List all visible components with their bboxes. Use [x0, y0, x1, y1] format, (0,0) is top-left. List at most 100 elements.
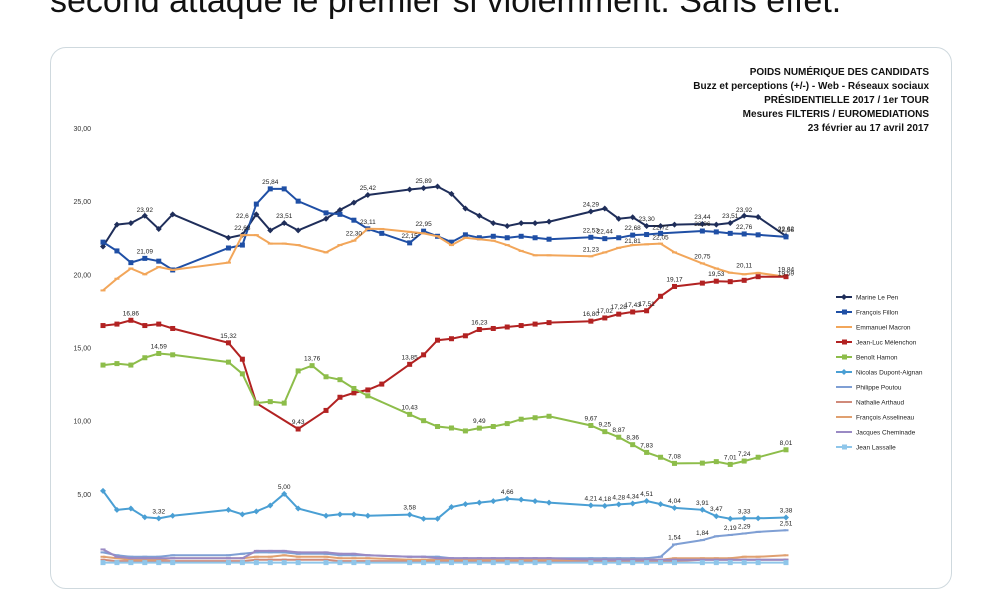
data-label: 8,01 [780, 440, 793, 447]
data-point [643, 223, 650, 230]
data-label: 19,59 [778, 270, 795, 277]
data-point [239, 371, 245, 377]
data-point [365, 393, 371, 399]
data-point [364, 512, 371, 519]
data-point [699, 280, 705, 286]
data-point [351, 390, 357, 396]
data-label: 9,67 [585, 415, 598, 422]
data-point [699, 228, 705, 234]
data-point [658, 454, 664, 460]
data-point [100, 558, 106, 561]
data-label: 4,21 [585, 495, 598, 502]
legend-marker [842, 444, 847, 450]
data-point [532, 220, 539, 227]
data-point [713, 535, 719, 538]
legend-marker [842, 339, 847, 345]
data-point [755, 515, 762, 522]
data-point [295, 198, 301, 204]
data-point [351, 557, 357, 560]
data-label: 13,85 [402, 354, 419, 361]
data-point [407, 240, 413, 246]
chart-title-line: PRÉSIDENTIELLE 2017 / 1er TOUR [764, 95, 929, 106]
data-label: 2,19 [724, 525, 737, 532]
data-point [755, 213, 762, 220]
data-label: 15,32 [220, 333, 237, 340]
legend-label: Nathalie Arthaud [856, 400, 904, 407]
data-point [630, 244, 636, 247]
data-label: 2,29 [738, 523, 751, 530]
data-point [351, 552, 357, 555]
legend-label: Marine Le Pen [856, 295, 899, 302]
data-point [253, 211, 260, 218]
data-point [727, 219, 734, 226]
data-point [350, 511, 357, 518]
data-label: 16,23 [471, 320, 488, 327]
data-point [323, 551, 329, 554]
data-point [156, 558, 162, 561]
data-point [755, 454, 761, 460]
legend-marker [842, 309, 847, 315]
data-point [379, 381, 385, 387]
data-label: 23,92 [137, 207, 154, 214]
data-label: 1,54 [668, 534, 681, 541]
data-point [128, 557, 134, 560]
data-point [546, 236, 552, 242]
data-label: 3,32 [152, 508, 165, 515]
data-point [225, 557, 231, 560]
data-label: 7,08 [668, 453, 681, 460]
data-point [727, 461, 733, 467]
data-point [434, 515, 441, 522]
data-point [295, 558, 301, 561]
data-point [741, 558, 747, 561]
data-point [281, 549, 287, 552]
data-point [337, 554, 343, 557]
data-point [351, 554, 357, 557]
data-point [267, 227, 274, 234]
data-point [323, 407, 329, 413]
data-label: 2,51 [780, 520, 793, 527]
data-label: 7,24 [738, 451, 751, 458]
data-point [518, 416, 524, 422]
data-point [615, 215, 622, 222]
data-point [504, 244, 510, 247]
data-point [448, 190, 455, 197]
data-point [267, 186, 273, 192]
data-label: 10,43 [402, 404, 419, 411]
data-point [350, 199, 357, 206]
data-point [448, 239, 454, 245]
data-point [727, 279, 733, 285]
data-label: 24,29 [583, 202, 600, 209]
data-point [615, 501, 622, 508]
data-point [421, 228, 427, 234]
y-tick-label: 25,00 [73, 199, 91, 206]
data-point [727, 271, 733, 274]
y-tick-label: 15,00 [73, 346, 91, 353]
data-point [546, 558, 552, 561]
data-point [253, 549, 259, 552]
data-label: 4,66 [501, 489, 514, 496]
data-point [476, 425, 482, 431]
data-point [644, 557, 650, 560]
data-point [281, 558, 287, 561]
data-label: 25,89 [415, 178, 432, 185]
data-point [253, 551, 259, 554]
data-point [546, 557, 552, 560]
data-point [420, 515, 427, 522]
data-point [602, 236, 608, 242]
y-tick-label: 30,00 [73, 126, 91, 133]
data-label: 3,38 [780, 508, 793, 515]
data-point [323, 552, 329, 555]
data-point [100, 362, 106, 368]
data-point [156, 266, 162, 269]
data-point [253, 400, 259, 406]
data-point [225, 554, 231, 557]
data-point [364, 192, 371, 199]
data-point [434, 183, 441, 190]
data-point [644, 243, 650, 246]
data-point [713, 278, 719, 284]
data-label: 23,44 [694, 214, 711, 221]
data-point [601, 502, 608, 509]
data-point [518, 557, 524, 560]
data-point [671, 283, 677, 289]
data-point [490, 498, 497, 505]
